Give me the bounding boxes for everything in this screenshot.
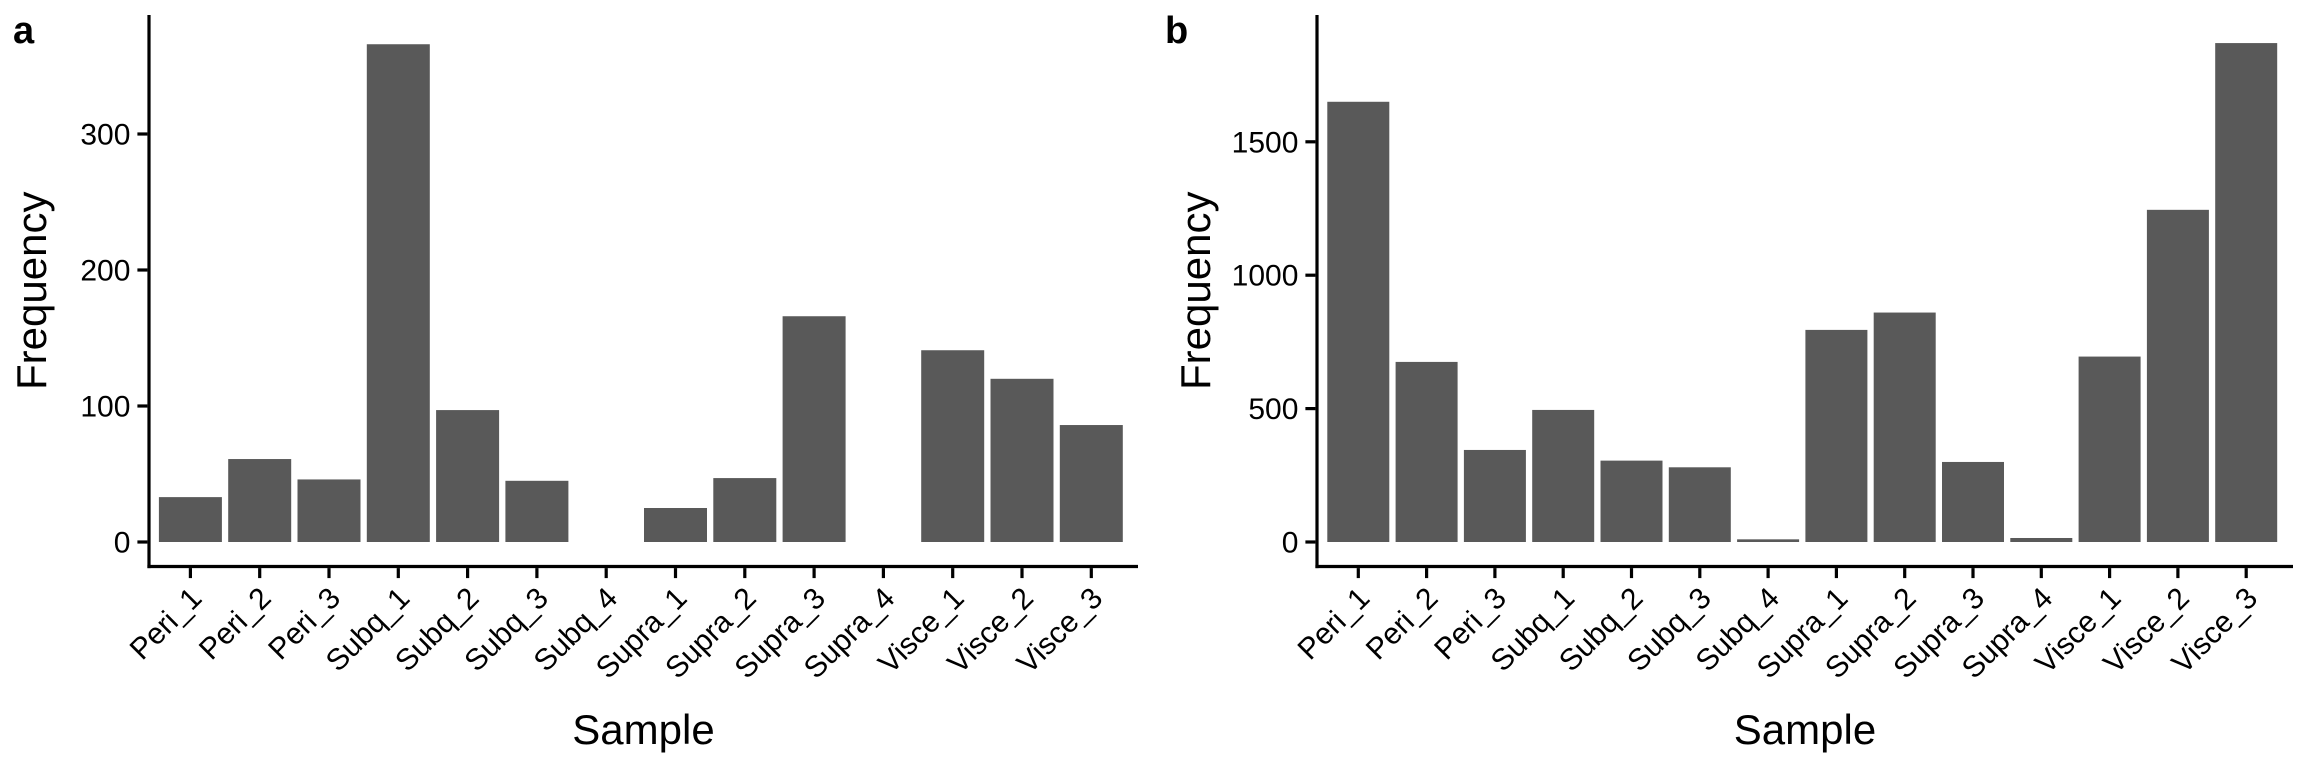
y-tick-label: 0: [114, 527, 131, 560]
y-tick-label: 1000: [1232, 260, 1299, 293]
y-axis-title: Frequency: [8, 192, 55, 390]
bar-Peri_1: [1327, 101, 1390, 542]
bar-Subq_3: [1668, 467, 1731, 542]
bar-Supra_3: [1942, 461, 2004, 542]
bar-Visce_1: [921, 350, 985, 542]
x-tick-label-Peri_1: Peri_1: [1292, 582, 1377, 667]
y-tick-label: 100: [80, 391, 130, 424]
bar-Visce_1: [2078, 356, 2141, 542]
bar-Visce_3: [1059, 425, 1123, 542]
bar-Subq_2: [436, 410, 500, 542]
x-axis-title: Sample: [1734, 706, 1876, 753]
bar-Subq_2: [1600, 460, 1663, 542]
bar-Peri_2: [228, 459, 292, 542]
bar-Subq_1: [1532, 409, 1595, 542]
y-tick-label: 1500: [1232, 126, 1299, 159]
bar-Subq_4: [1737, 539, 1800, 542]
bar-Peri_3: [1463, 449, 1526, 542]
bar-Subq_1: [366, 44, 430, 543]
bar-Visce_2: [990, 378, 1054, 542]
y-axis-title: Frequency: [1172, 192, 1219, 390]
x-tick-label-Peri_1: Peri_1: [124, 582, 209, 667]
y-tick-label: 200: [80, 255, 130, 288]
bar-Supra_2: [1873, 312, 1936, 542]
y-tick-label: 0: [1282, 527, 1299, 560]
bar-Supra_1: [644, 508, 707, 542]
bar-Supra_1: [1805, 329, 1868, 542]
bar-Visce_2: [2146, 209, 2209, 543]
panel-label-b: b: [1165, 10, 1188, 52]
y-tick-label: 500: [1248, 393, 1298, 426]
y-tick-label: 300: [80, 119, 130, 152]
bar-Supra_3: [782, 316, 846, 542]
panel-a: a0100200300Peri_1Peri_2Peri_3Subq_1Subq_…: [8, 10, 1138, 753]
panel-label-a: a: [13, 10, 35, 52]
bar-Peri_2: [1395, 361, 1458, 542]
x-tick-label-Peri_2: Peri_2: [1360, 582, 1445, 667]
bar-Supra_4: [2010, 537, 2073, 542]
bar-Peri_3: [297, 479, 361, 542]
bar-Subq_3: [505, 480, 569, 542]
bar-Visce_3: [2215, 43, 2278, 543]
bar-Peri_1: [158, 497, 222, 542]
x-tick-label-Peri_2: Peri_2: [193, 582, 278, 667]
panel-b: b050010001500Peri_1Peri_2Peri_3Subq_1Sub…: [1165, 10, 2293, 753]
x-axis-title: Sample: [572, 706, 714, 753]
bar-Supra_2: [713, 478, 777, 542]
